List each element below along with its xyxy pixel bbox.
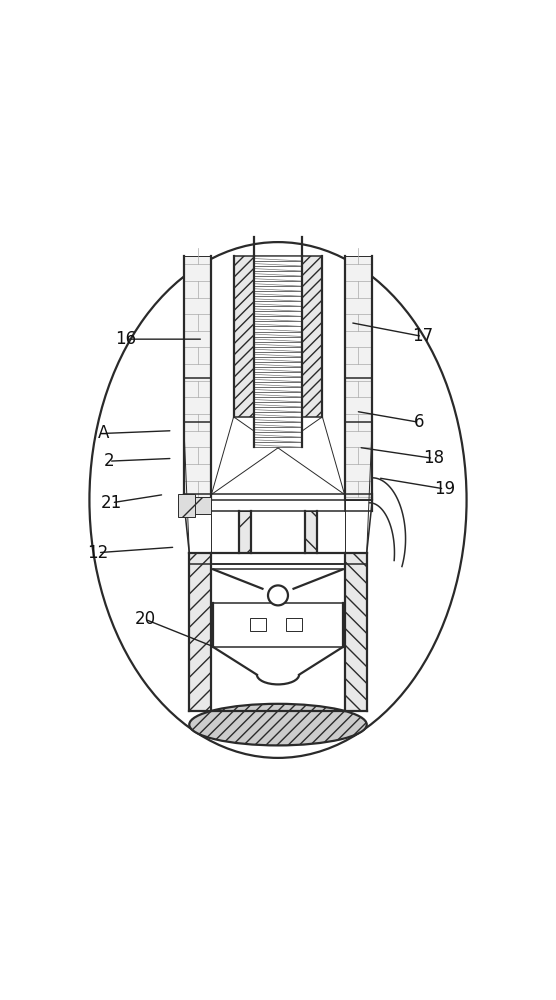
Bar [186,497,211,514]
Bar [239,511,251,553]
Bar [286,618,302,631]
Bar [345,553,367,711]
Ellipse shape [90,242,466,758]
Bar [345,256,373,500]
Text: 21: 21 [101,494,122,512]
Bar [254,256,302,447]
Bar [305,511,317,553]
Text: 2: 2 [103,452,114,470]
Circle shape [268,585,288,605]
Bar [183,256,211,500]
Text: 20: 20 [135,610,156,628]
Bar [234,256,322,417]
Text: 19: 19 [434,480,455,498]
Text: A: A [98,424,109,442]
Text: 16: 16 [115,330,136,348]
Bar [189,553,211,711]
Text: 18: 18 [423,449,444,467]
Text: 17: 17 [411,327,433,345]
Ellipse shape [189,704,367,745]
Bar [178,494,195,517]
Text: 12: 12 [87,544,108,562]
Text: 6: 6 [414,413,425,431]
Bar [250,618,266,631]
